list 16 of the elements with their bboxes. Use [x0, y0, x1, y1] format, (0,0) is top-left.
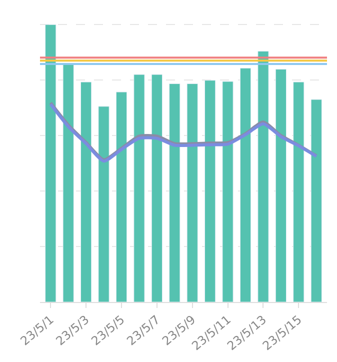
bar — [204, 80, 216, 302]
bar — [258, 50, 269, 302]
bar — [240, 68, 252, 302]
bar — [293, 82, 304, 302]
bar — [275, 69, 286, 302]
bar — [310, 99, 322, 302]
bar — [222, 81, 234, 302]
bar — [116, 92, 128, 302]
bar — [169, 83, 180, 302]
bar — [186, 83, 198, 302]
bar — [45, 24, 56, 302]
bar — [80, 82, 92, 302]
bar — [62, 64, 74, 302]
bar — [134, 74, 145, 302]
bar — [151, 74, 162, 302]
bar — [98, 106, 110, 302]
